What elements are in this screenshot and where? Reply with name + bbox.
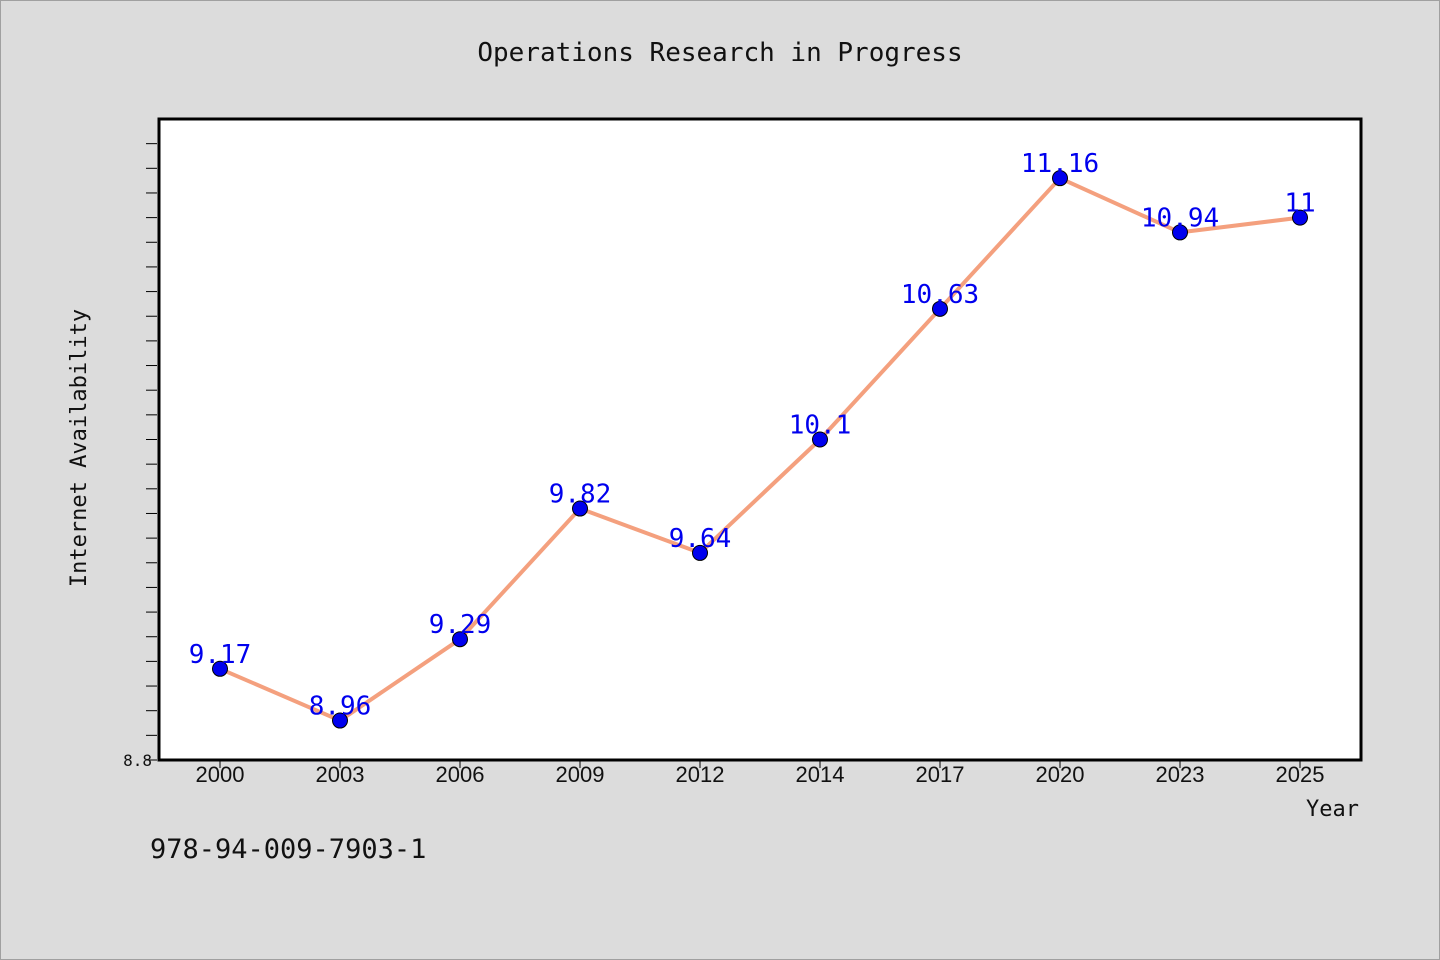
data-point: [572, 500, 588, 517]
data-label: 10.94: [1141, 203, 1219, 233]
data-point: [692, 544, 708, 561]
data-point: [932, 300, 948, 317]
x-tick-label: 2023: [1156, 762, 1205, 787]
series-line: [218, 176, 1302, 723]
y-axis-ticks: [146, 143, 157, 761]
x-tick-label: 2000: [196, 762, 245, 787]
data-label: 9.64: [669, 524, 732, 554]
data-point: [1052, 170, 1068, 187]
x-tick-label: 2003: [316, 762, 365, 787]
x-axis-label: Year: [1306, 797, 1359, 822]
data-point: [812, 431, 828, 448]
data-label: 11.16: [1021, 149, 1099, 179]
x-axis-ticks: 2000 2003 2006 2009 2012 2014 2017 2020 2023 2025: [196, 761, 1325, 787]
x-tick-label: 2009: [556, 762, 605, 787]
data-point: [1292, 209, 1308, 226]
data-point: [212, 660, 228, 677]
data-label: 10.63: [901, 280, 979, 310]
x-tick-label: 2020: [1036, 762, 1085, 787]
data-point: [452, 631, 468, 648]
data-label: 8.96: [309, 692, 372, 722]
x-tick-label: 2025: [1276, 762, 1325, 787]
data-label: 11: [1284, 189, 1315, 219]
data-label: 9.82: [549, 480, 612, 510]
y-axis-label: Internet Availability: [67, 309, 92, 587]
data-labels-layer: 9.17 8.96 9.29 9.82 9.64 10.1 10.63 11.16 10.94 1…: [189, 149, 1316, 721]
x-tick-label: 2017: [916, 762, 965, 787]
data-label: 10.1: [789, 411, 852, 441]
x-tick-label: 2012: [676, 762, 725, 787]
data-label: 9.17: [189, 640, 252, 670]
x-tick-label: 2014: [796, 762, 845, 787]
x-tick-label: 2006: [436, 762, 485, 787]
data-point: [1172, 224, 1188, 241]
data-label: 9.29: [429, 610, 492, 640]
data-point: [332, 712, 348, 729]
chart-title: Operations Research in Progress: [477, 38, 962, 68]
series-layer: [212, 170, 1308, 729]
isbn-text: 978-94-009-7903-1: [150, 834, 427, 865]
y-tick-label: 8.8: [123, 751, 152, 770]
